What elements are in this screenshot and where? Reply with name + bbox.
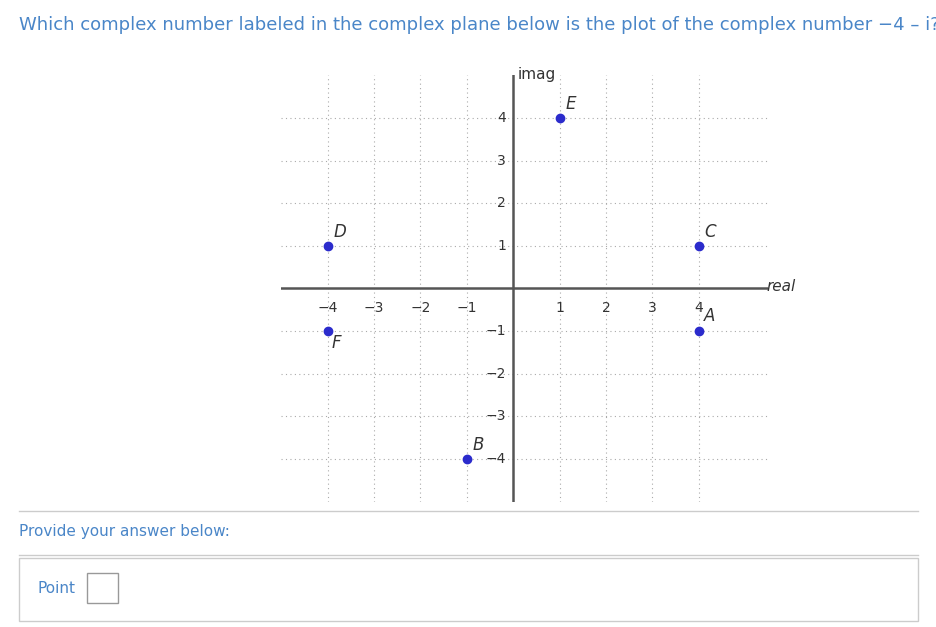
Text: −3: −3 <box>363 301 384 315</box>
Text: 4: 4 <box>497 111 505 125</box>
Text: Point: Point <box>37 581 76 596</box>
Text: −1: −1 <box>485 324 505 338</box>
Text: A: A <box>704 307 715 325</box>
Text: −3: −3 <box>485 409 505 423</box>
Text: 1: 1 <box>497 239 505 253</box>
Text: 2: 2 <box>601 301 609 315</box>
Text: 4: 4 <box>694 301 702 315</box>
Text: imag: imag <box>518 66 555 82</box>
Text: C: C <box>704 223 715 241</box>
Text: Which complex number labeled in the complex plane below is the plot of the compl: Which complex number labeled in the comp… <box>19 16 936 34</box>
Text: Provide your answer below:: Provide your answer below: <box>19 524 229 539</box>
Text: 3: 3 <box>497 154 505 167</box>
Text: B: B <box>472 436 483 454</box>
Text: −2: −2 <box>410 301 430 315</box>
Text: D: D <box>332 223 345 241</box>
Text: 3: 3 <box>648 301 656 315</box>
Text: −2: −2 <box>485 367 505 381</box>
Text: 2: 2 <box>497 196 505 210</box>
Text: −4: −4 <box>485 452 505 466</box>
Text: F: F <box>330 334 341 352</box>
Text: 1: 1 <box>554 301 563 315</box>
Text: −4: −4 <box>317 301 337 315</box>
Text: −1: −1 <box>456 301 476 315</box>
Text: E: E <box>564 95 575 113</box>
Text: real: real <box>766 279 795 294</box>
